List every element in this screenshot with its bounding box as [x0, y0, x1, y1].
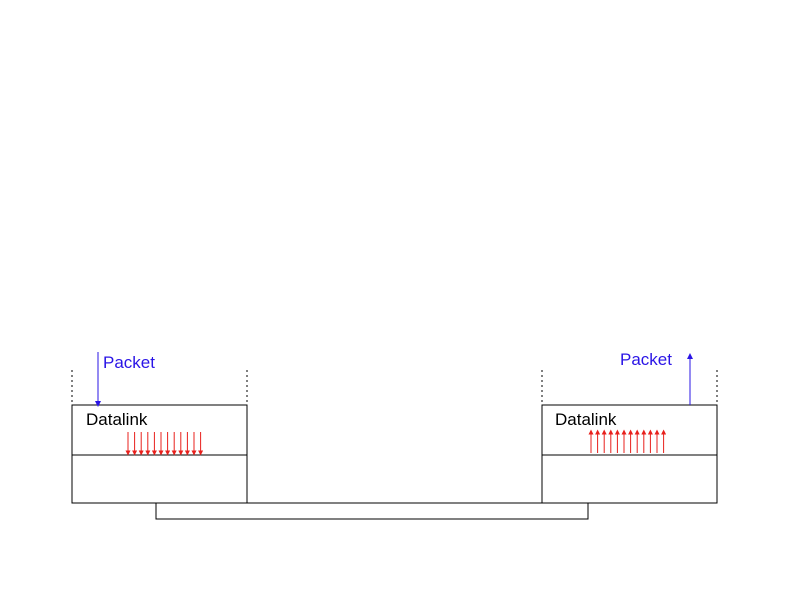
physical-link: [155, 502, 589, 520]
left-packet-label: Packet: [103, 353, 155, 372]
right-packet-label: Packet: [620, 350, 672, 369]
left-bit-arrows: [125, 432, 204, 456]
left-physical-layer: [71, 454, 248, 504]
right-host: Datalink Packet: [541, 350, 718, 504]
left-host: Datalink Packet: [71, 352, 248, 504]
right-bit-arrows: [588, 429, 667, 453]
left-datalink-label: Datalink: [86, 410, 148, 429]
right-datalink-label: Datalink: [555, 410, 617, 429]
right-physical-layer: [541, 454, 718, 504]
